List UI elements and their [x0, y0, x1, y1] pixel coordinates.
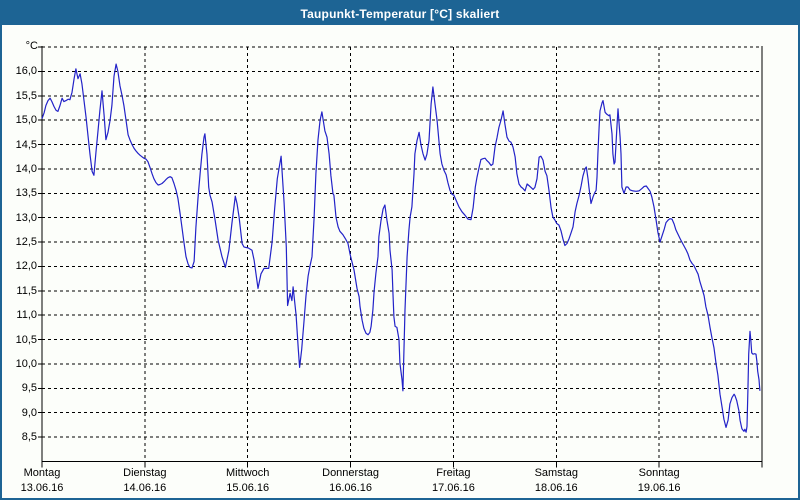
- y-tick-label: 14,0: [15, 162, 37, 175]
- day-date: 13.06.16: [20, 482, 64, 494]
- x-day-label: Donnerstag 16.06.16: [299, 466, 403, 496]
- y-tick-label: 8,5: [21, 431, 37, 444]
- y-tick-label: 14,5: [15, 138, 37, 151]
- y-tick-label: 15,5: [15, 89, 37, 102]
- y-tick-label: 9,0: [21, 406, 37, 419]
- y-tick-label: 16,0: [15, 65, 37, 78]
- window-title: Taupunkt-Temperatur [°C] skaliert: [300, 6, 500, 21]
- x-day-label: Montag 13.06.16: [0, 466, 94, 496]
- day-name: Dienstag: [123, 467, 167, 479]
- day-name: Montag: [23, 467, 61, 479]
- y-tick-label: 15,0: [15, 114, 37, 127]
- x-day-label: Sonntag 19.06.16: [607, 466, 711, 496]
- day-date: 17.06.16: [432, 482, 475, 494]
- y-tick-label: 12,0: [15, 260, 37, 273]
- x-day-label: Mittwoch 15.06.16: [196, 466, 300, 496]
- y-tick-label: 11,0: [16, 309, 37, 322]
- y-tick-label: 13,0: [15, 211, 37, 224]
- y-tick-label: 10,0: [15, 357, 37, 370]
- day-date: 19.06.16: [637, 482, 681, 494]
- title-bar: Taupunkt-Temperatur [°C] skaliert: [2, 2, 798, 25]
- y-tick-label: 11,5: [16, 284, 37, 297]
- day-name: Mittwoch: [226, 467, 270, 479]
- x-day-label: Samstag 18.06.16: [504, 466, 608, 496]
- day-date: 15.06.16: [226, 482, 270, 494]
- y-tick-label: 9,5: [21, 382, 37, 395]
- x-day-label: Freitag 17.06.16: [401, 466, 505, 496]
- y-tick-label: 10,5: [15, 333, 37, 346]
- day-name: Freitag: [436, 467, 471, 479]
- day-date: 14.06.16: [123, 482, 167, 494]
- day-name: Donnerstag: [322, 467, 379, 479]
- x-day-label: Dienstag 14.06.16: [93, 466, 197, 496]
- y-tick-label: 13,5: [15, 187, 37, 200]
- day-date: 18.06.16: [534, 482, 578, 494]
- day-name: Sonntag: [638, 467, 680, 479]
- y-tick-label: 12,5: [15, 236, 37, 249]
- day-name: Samstag: [534, 467, 578, 479]
- y-axis-unit-label: °C: [25, 40, 38, 52]
- day-date: 16.06.16: [329, 482, 372, 494]
